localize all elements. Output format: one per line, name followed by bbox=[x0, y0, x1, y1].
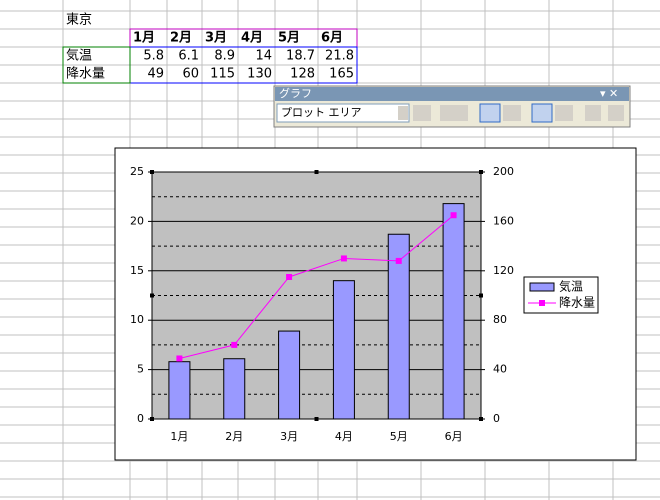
column-header: 3月 bbox=[205, 31, 227, 46]
line bbox=[179, 214, 454, 359]
cell-value: 6.1 bbox=[178, 49, 199, 64]
bar bbox=[278, 330, 301, 420]
cell-value: 18.7 bbox=[286, 49, 315, 64]
legend-label: 気温 bbox=[559, 279, 583, 294]
cell-value: 115 bbox=[210, 67, 235, 82]
selection-handle bbox=[150, 170, 154, 174]
chart: 0 5 10 15 20 25 0 40 80 120 160 200 1月 2月 3月 4月 5月 6月 気温降水… bbox=[130, 165, 599, 443]
marker bbox=[231, 341, 238, 348]
bar bbox=[387, 233, 410, 420]
angle-up-button[interactable] bbox=[608, 105, 624, 121]
toolbar-title: グラフ bbox=[279, 86, 312, 100]
y2-tick-label: 200 bbox=[493, 165, 514, 178]
by-col-button[interactable] bbox=[555, 105, 573, 121]
cell-value: 165 bbox=[329, 67, 354, 82]
cell-value: 8.9 bbox=[214, 49, 235, 64]
selection-handle bbox=[479, 293, 483, 298]
marker bbox=[450, 212, 457, 219]
y-tick-label: 5 bbox=[137, 363, 144, 376]
x-tick-label: 4月 bbox=[335, 430, 353, 443]
column-header: 5月 bbox=[278, 31, 300, 46]
selection-handle bbox=[479, 417, 483, 421]
y2-tick-label: 160 bbox=[493, 214, 514, 227]
y-tick-label: 15 bbox=[130, 264, 144, 277]
by-row-button[interactable] bbox=[531, 103, 553, 123]
row-label: 気温 bbox=[66, 48, 92, 64]
cell-value: 5.8 bbox=[143, 49, 164, 64]
toolbar-menu[interactable]: ▾ ✕ bbox=[600, 87, 618, 100]
y-tick-label: 0 bbox=[137, 412, 144, 425]
marker bbox=[286, 273, 293, 280]
bar bbox=[442, 203, 465, 420]
y-tick-label: 20 bbox=[130, 214, 144, 227]
column-header: 6月 bbox=[321, 31, 343, 46]
marker bbox=[176, 355, 183, 362]
angle-down-button[interactable] bbox=[585, 105, 601, 121]
bar bbox=[168, 361, 191, 420]
cell-value: 49 bbox=[147, 67, 164, 82]
x-tick-label: 3月 bbox=[280, 430, 298, 443]
y2-tick-label: 80 bbox=[493, 313, 507, 326]
label-range bbox=[62, 46, 131, 84]
y-tick-label: 10 bbox=[130, 313, 144, 326]
cell-value: 21.8 bbox=[325, 49, 354, 64]
y2-tick-label: 120 bbox=[493, 264, 514, 277]
bar bbox=[223, 358, 246, 420]
format-button[interactable] bbox=[413, 105, 431, 121]
x-tick-label: 1月 bbox=[170, 430, 188, 443]
x-tick-label: 2月 bbox=[225, 430, 243, 443]
row-label: 降水量 bbox=[66, 67, 105, 82]
x-tick-label: 6月 bbox=[445, 430, 463, 443]
legend-swatch bbox=[529, 282, 555, 292]
selection-handle bbox=[314, 417, 319, 421]
column-header: 4月 bbox=[241, 31, 263, 46]
marker bbox=[395, 257, 402, 264]
selection-handle bbox=[150, 293, 154, 298]
cell-value: 128 bbox=[290, 67, 315, 82]
selector-text: プロット エリア bbox=[281, 106, 362, 119]
x-tick-label: 5月 bbox=[390, 430, 408, 443]
selector-box[interactable] bbox=[276, 103, 410, 123]
y2-tick-label: 40 bbox=[493, 363, 507, 376]
chart-type-button[interactable] bbox=[440, 105, 468, 121]
sheet-title: 東京 bbox=[66, 12, 92, 28]
cell-value: 60 bbox=[182, 67, 199, 82]
selection-handle bbox=[150, 417, 154, 421]
legend-button[interactable] bbox=[479, 103, 501, 123]
column-header: 1月 bbox=[133, 31, 155, 46]
column-header: 2月 bbox=[170, 31, 192, 46]
legend-marker bbox=[539, 300, 545, 306]
cell-value: 14 bbox=[255, 49, 272, 64]
table-button[interactable] bbox=[503, 105, 521, 121]
y2-tick-label: 0 bbox=[493, 412, 500, 425]
selection-handle bbox=[479, 170, 483, 174]
chart-toolbar: グラフ ▾ ✕ プロット エリア bbox=[273, 85, 631, 128]
legend-label: 降水量 bbox=[559, 296, 595, 310]
marker bbox=[340, 255, 347, 262]
bar bbox=[332, 280, 355, 420]
cell-value: 130 bbox=[247, 67, 272, 82]
selection-handle bbox=[314, 170, 319, 174]
y-tick-label: 25 bbox=[130, 165, 144, 178]
